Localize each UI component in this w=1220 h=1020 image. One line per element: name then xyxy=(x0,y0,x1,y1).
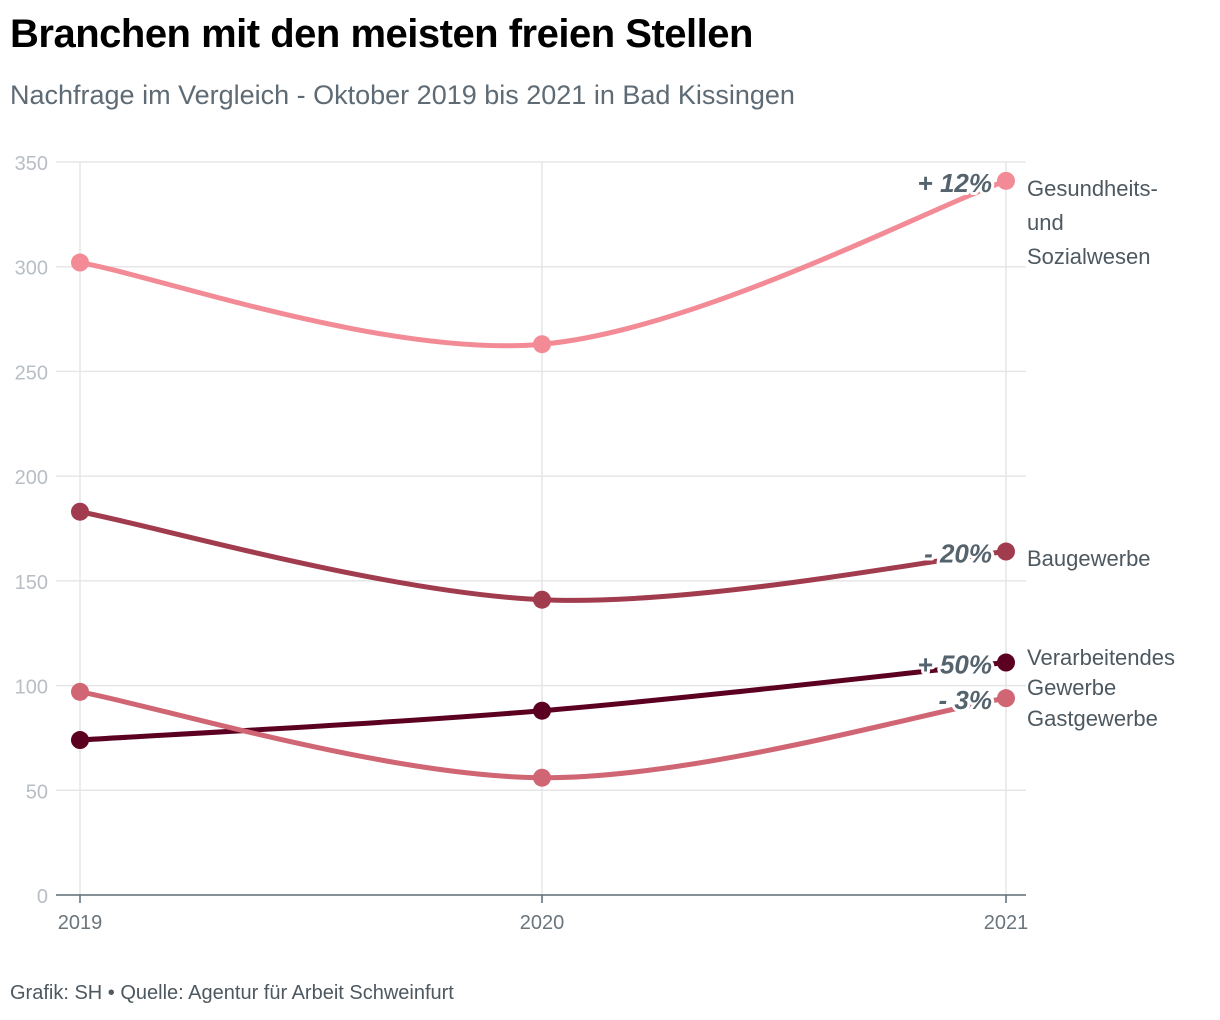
series-label-baugewerbe: Baugewerbe xyxy=(1027,546,1151,571)
series-lines-layer xyxy=(71,171,1015,787)
data-point-gastgewerbe-2020 xyxy=(533,768,551,787)
series-label-gastgewerbe: Gastgewerbe xyxy=(1027,706,1158,731)
x-tick-label: 2021 xyxy=(984,912,1029,934)
y-tick-label: 50 xyxy=(26,781,48,803)
data-point-gesundheits-und-sozialwesen-2021 xyxy=(997,171,1015,190)
source-note: Grafik: SH • Quelle: Agentur für Arbeit … xyxy=(10,982,454,1004)
series-label-verarbeitendes-gewerbe: Gewerbe xyxy=(1027,675,1116,700)
change-label-baugewerbe: - 20% xyxy=(924,539,992,569)
series-label-gesundheits-und-sozialwesen: Gesundheits- xyxy=(1027,176,1158,201)
series-line-baugewerbe xyxy=(77,509,1009,603)
data-point-gastgewerbe-2019 xyxy=(71,682,89,701)
data-point-gesundheits-und-sozialwesen-2019 xyxy=(71,253,89,272)
data-point-baugewerbe-2021 xyxy=(997,542,1015,561)
series-line-gesundheits-und-sozialwesen xyxy=(77,178,1009,349)
labels-layer: + 12% Gesundheits-und Sozialwesen - 20% Baug… xyxy=(915,165,1175,731)
series-label-gesundheits-und-sozialwesen: und xyxy=(1027,210,1064,235)
data-point-verarbeitendes-gewerbe-2020 xyxy=(533,701,551,720)
change-label-verarbeitendes-gewerbe: + 50% xyxy=(918,650,992,680)
y-tick-label: 300 xyxy=(15,258,48,280)
change-label-gastgewerbe: - 3% xyxy=(939,685,992,715)
x-tick-label: 2020 xyxy=(520,912,565,934)
y-tick-label: 100 xyxy=(15,677,48,699)
y-tick-label: 0 xyxy=(37,886,48,908)
series-label-gesundheits-und-sozialwesen: Sozialwesen xyxy=(1027,244,1151,269)
data-point-verarbeitendes-gewerbe-2019 xyxy=(71,731,89,750)
chart-subtitle: Nachfrage im Vergleich - Oktober 2019 bi… xyxy=(10,80,795,110)
data-point-baugewerbe-2020 xyxy=(533,590,551,609)
grid-layer: 0 50 100 150 200 250 300 350 2019 2020 2021 xyxy=(15,153,1029,934)
chart-title: Branchen mit den meisten freien Stellen xyxy=(10,12,753,56)
y-tick-label: 150 xyxy=(15,572,48,594)
data-point-gastgewerbe-2021 xyxy=(997,689,1015,708)
series-label-verarbeitendes-gewerbe: Verarbeitendes xyxy=(1027,645,1175,670)
data-point-gesundheits-und-sozialwesen-2020 xyxy=(533,335,551,354)
y-tick-label: 250 xyxy=(15,362,48,384)
data-point-baugewerbe-2019 xyxy=(71,502,89,521)
y-tick-label: 350 xyxy=(15,153,48,175)
data-point-verarbeitendes-gewerbe-2021 xyxy=(997,653,1015,672)
x-tick-label: 2019 xyxy=(58,912,103,934)
y-tick-label: 200 xyxy=(15,467,48,489)
change-label-gesundheits-und-sozialwesen: + 12% xyxy=(918,168,992,198)
